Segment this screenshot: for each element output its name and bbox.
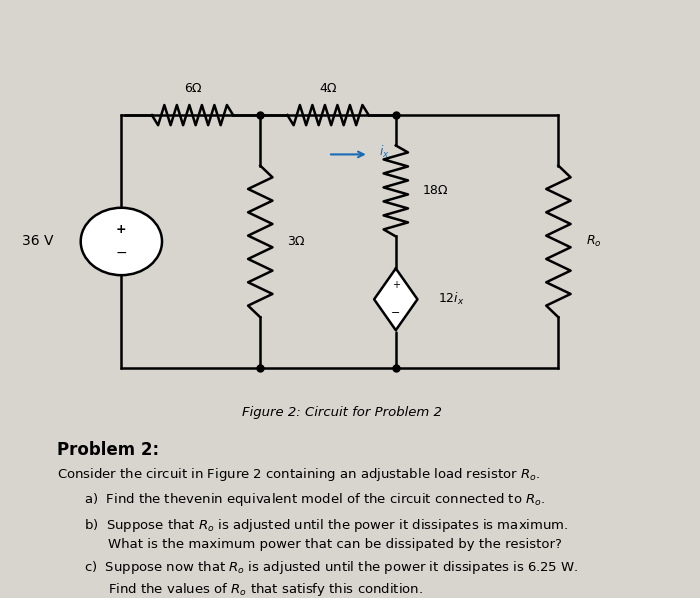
Text: −: − [116,246,127,260]
Text: $R_o$: $R_o$ [585,234,601,249]
Text: 3Ω: 3Ω [288,235,305,248]
Text: c)  Suppose now that $R_o$ is adjusted until the power it dissipates is 6.25 W.: c) Suppose now that $R_o$ is adjusted un… [84,559,578,576]
Circle shape [80,208,162,275]
Text: What is the maximum power that can be dissipated by the resistor?: What is the maximum power that can be di… [108,538,561,551]
Text: $i_x$: $i_x$ [379,144,390,160]
Text: 6Ω: 6Ω [184,83,202,96]
Text: a)  Find the thevenin equivalent model of the circuit connected to $R_o$.: a) Find the thevenin equivalent model of… [84,492,545,508]
Text: Consider the circuit in Figure 2 containing an adjustable load resistor $R_o$.: Consider the circuit in Figure 2 contain… [57,466,540,483]
Text: Figure 2: Circuit for Problem 2: Figure 2: Circuit for Problem 2 [241,406,442,419]
Text: +: + [392,280,400,291]
Text: 12$i_x$: 12$i_x$ [438,291,464,307]
Text: +: + [116,223,127,236]
Text: b)  Suppose that $R_o$ is adjusted until the power it dissipates is maximum.: b) Suppose that $R_o$ is adjusted until … [84,517,568,533]
Polygon shape [374,269,417,330]
Text: Problem 2:: Problem 2: [57,441,159,459]
Text: 4Ω: 4Ω [319,83,337,96]
Text: 18Ω: 18Ω [423,184,449,197]
Text: −: − [391,308,400,318]
Text: 36 V: 36 V [22,234,54,249]
Text: Find the values of $R_o$ that satisfy this condition.: Find the values of $R_o$ that satisfy th… [108,581,423,598]
